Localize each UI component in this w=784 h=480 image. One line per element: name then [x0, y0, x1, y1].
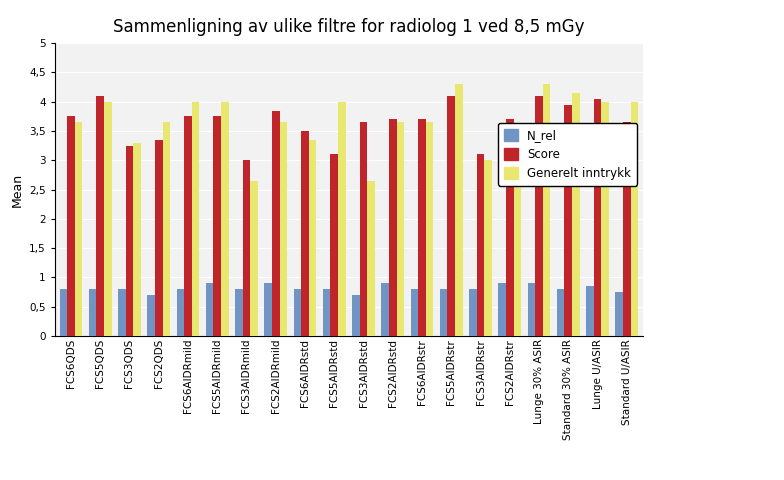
Bar — [485, 160, 492, 336]
Bar — [162, 122, 170, 336]
Bar — [104, 102, 111, 336]
Legend: N_rel, Score, Generelt inntrykk: N_rel, Score, Generelt inntrykk — [498, 123, 637, 186]
Bar — [557, 289, 564, 336]
Bar — [96, 96, 104, 336]
Bar — [572, 93, 579, 336]
Bar — [426, 122, 434, 336]
Bar — [535, 96, 543, 336]
Bar — [118, 289, 125, 336]
Bar — [411, 289, 418, 336]
Bar — [133, 143, 141, 336]
Bar — [615, 292, 623, 336]
Bar — [67, 116, 74, 336]
Bar — [455, 84, 463, 336]
Bar — [338, 102, 346, 336]
Bar — [593, 99, 601, 336]
Bar — [250, 181, 258, 336]
Bar — [89, 289, 96, 336]
Bar — [477, 155, 485, 336]
Bar — [586, 286, 593, 336]
Bar — [272, 110, 280, 336]
Bar — [330, 155, 338, 336]
Bar — [499, 283, 506, 336]
Bar — [309, 140, 317, 336]
Bar — [221, 102, 229, 336]
Bar — [293, 289, 301, 336]
Bar — [448, 96, 455, 336]
Bar — [74, 122, 82, 336]
Bar — [60, 289, 67, 336]
Bar — [506, 120, 514, 336]
Bar — [125, 145, 133, 336]
Bar — [243, 160, 250, 336]
Bar — [206, 283, 213, 336]
Bar — [623, 122, 630, 336]
Bar — [301, 131, 309, 336]
Bar — [543, 84, 550, 336]
Y-axis label: Mean: Mean — [11, 172, 24, 207]
Bar — [469, 289, 477, 336]
Bar — [192, 102, 199, 336]
Bar — [601, 102, 609, 336]
Bar — [397, 122, 405, 336]
Bar — [235, 289, 243, 336]
Bar — [155, 140, 162, 336]
Bar — [280, 122, 287, 336]
Bar — [368, 181, 375, 336]
Bar — [381, 283, 389, 336]
Bar — [528, 283, 535, 336]
Bar — [564, 105, 572, 336]
Bar — [440, 289, 448, 336]
Bar — [176, 289, 184, 336]
Bar — [352, 295, 360, 336]
Bar — [630, 102, 638, 336]
Bar — [389, 120, 397, 336]
Title: Sammenligning av ulike filtre for radiolog 1 ved 8,5 mGy: Sammenligning av ulike filtre for radiol… — [113, 18, 585, 36]
Bar — [264, 283, 272, 336]
Bar — [147, 295, 155, 336]
Bar — [418, 120, 426, 336]
Bar — [514, 160, 521, 336]
Bar — [213, 116, 221, 336]
Bar — [360, 122, 368, 336]
Bar — [323, 289, 330, 336]
Bar — [184, 116, 192, 336]
